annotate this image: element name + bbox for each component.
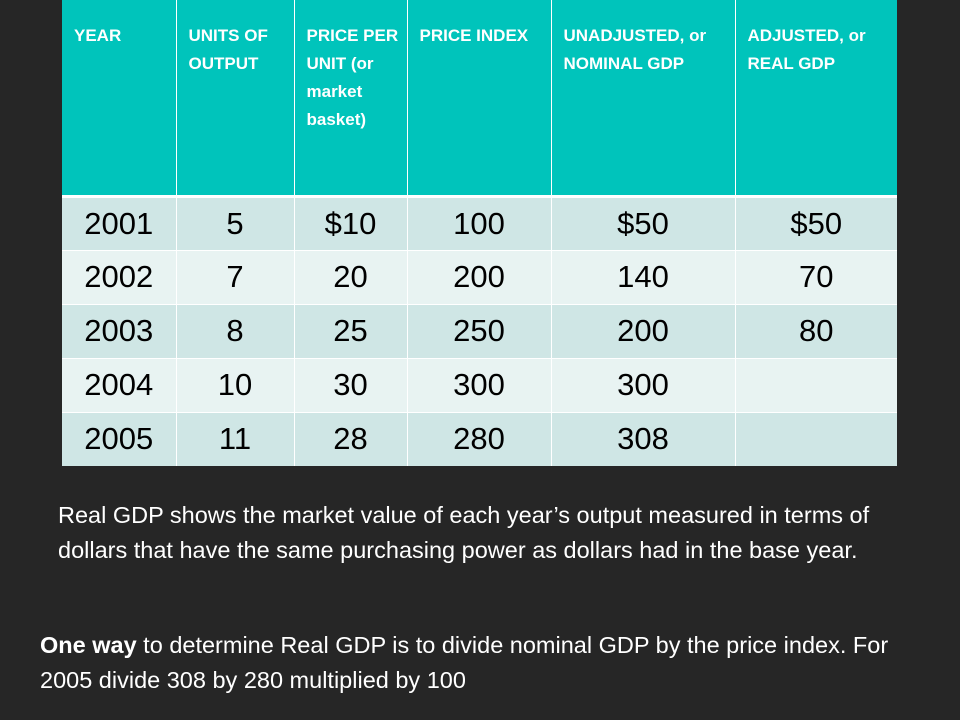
- method-rest: to determine Real GDP is to divide nomin…: [40, 632, 889, 693]
- cell-real: $50: [735, 194, 897, 250]
- cell-price: $10: [294, 194, 408, 250]
- table-header-row: YEAR UNITS OF OUTPUT PRICE PER UNIT (or …: [62, 0, 897, 196]
- table-row: 2004 10 30 300 300: [62, 357, 897, 412]
- cell-real: [735, 411, 897, 466]
- table-row: 2003 8 25 250 200 80: [62, 303, 897, 358]
- cell-units: 8: [176, 303, 295, 358]
- cell-real: 80: [735, 303, 897, 358]
- cell-real: 70: [735, 249, 897, 304]
- real-gdp-method-note: One way to determine Real GDP is to divi…: [40, 628, 920, 698]
- cell-nominal: 308: [551, 411, 736, 466]
- cell-price: 30: [294, 357, 408, 412]
- cell-units: 10: [176, 357, 295, 412]
- cell-year: 2005: [62, 411, 177, 466]
- cell-year: 2001: [62, 194, 177, 250]
- header-price-index: PRICE INDEX: [407, 0, 552, 196]
- cell-real: [735, 357, 897, 412]
- cell-index: 280: [407, 411, 552, 466]
- header-real-gdp: ADJUSTED, or REAL GDP: [735, 0, 897, 196]
- table-row: 2002 7 20 200 140 70: [62, 249, 897, 304]
- cell-index: 100: [407, 194, 552, 250]
- cell-price: 20: [294, 249, 408, 304]
- cell-year: 2002: [62, 249, 177, 304]
- header-nominal-gdp: UNADJUSTED, or NOMINAL GDP: [551, 0, 736, 196]
- real-gdp-explanation: Real GDP shows the market value of each …: [58, 502, 870, 563]
- gdp-table: YEAR UNITS OF OUTPUT PRICE PER UNIT (or …: [62, 0, 897, 466]
- cell-nominal: 140: [551, 249, 736, 304]
- cell-index: 300: [407, 357, 552, 412]
- cell-index: 200: [407, 249, 552, 304]
- header-price-per-unit: PRICE PER UNIT (or market basket): [294, 0, 408, 196]
- cell-nominal: 200: [551, 303, 736, 358]
- header-year: YEAR: [62, 0, 177, 196]
- cell-units: 11: [176, 411, 295, 466]
- cell-year: 2004: [62, 357, 177, 412]
- cell-price: 25: [294, 303, 408, 358]
- method-lead: One way: [40, 632, 137, 658]
- cell-year: 2003: [62, 303, 177, 358]
- header-units-of-output: UNITS OF OUTPUT: [176, 0, 295, 196]
- cell-units: 7: [176, 249, 295, 304]
- cell-nominal: 300: [551, 357, 736, 412]
- cell-units: 5: [176, 194, 295, 250]
- table-row: 2001 5 $10 100 $50 $50: [62, 194, 897, 250]
- cell-nominal: $50: [551, 194, 736, 250]
- table-row: 2005 11 28 280 308: [62, 411, 897, 466]
- cell-index: 250: [407, 303, 552, 358]
- cell-price: 28: [294, 411, 408, 466]
